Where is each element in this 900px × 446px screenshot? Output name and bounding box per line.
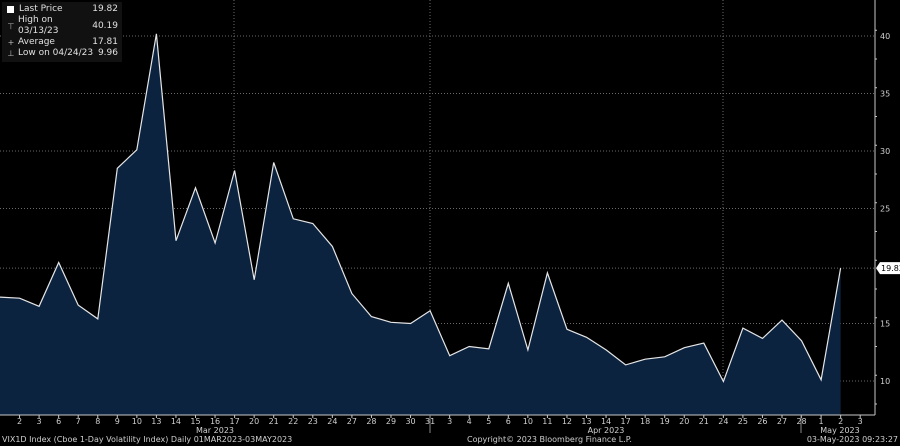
- legend-label: Last Price: [19, 4, 63, 14]
- y-tick-label: 35: [880, 90, 890, 99]
- x-tick-label: 4: [467, 417, 472, 426]
- legend-label: High on 03/13/23: [18, 15, 59, 36]
- x-tick-label: 14: [601, 417, 611, 426]
- x-tick-label: 24: [327, 417, 337, 426]
- x-tick-label: 13: [151, 417, 161, 426]
- last-price-tag: 19.82: [876, 262, 900, 275]
- x-tick-label: 10: [523, 417, 533, 426]
- x-tick-label: 21: [699, 417, 709, 426]
- x-tick-label: 12: [562, 417, 572, 426]
- x-tick-label: 13: [581, 417, 591, 426]
- area-fill: [0, 33, 841, 416]
- legend-value: 17.81: [92, 37, 118, 47]
- security-description: VIX1D Index (Cboe 1-Day Volatility Index…: [2, 435, 293, 444]
- x-tick-label: 18: [640, 417, 650, 426]
- month-label: Mar 2023: [196, 426, 234, 435]
- x-tick-label: 1: [819, 417, 824, 426]
- timestamp: 03-May-2023 09:23:27: [806, 435, 898, 444]
- x-tick-label: 8: [95, 417, 100, 426]
- x-tick-label: 28: [796, 417, 806, 426]
- x-tick-label: 6: [506, 417, 511, 426]
- price-line: [0, 33, 842, 383]
- x-tick-label: 27: [777, 417, 787, 426]
- legend-value: 19.82: [92, 4, 118, 14]
- x-tick-label: 7: [76, 417, 81, 426]
- copyright: Copyright© 2023 Bloomberg Finance L.P.: [467, 435, 632, 444]
- x-tick-label: 28: [366, 417, 376, 426]
- legend-label: Low on 04/24/23: [18, 48, 94, 58]
- x-tick-label: 20: [679, 417, 689, 426]
- legend-last-price[interactable]: Last Price 19.82: [6, 4, 118, 15]
- x-tick-label: 19: [660, 417, 670, 426]
- x-tick-label: 2: [17, 417, 22, 426]
- x-tick-label: 20: [249, 417, 259, 426]
- legend-value: 9.96: [97, 48, 118, 58]
- x-tick-label: 22: [288, 417, 298, 426]
- month-label: May 2023: [820, 426, 859, 435]
- x-tick-label: 15: [190, 417, 200, 426]
- y-axis: 10 15 25 30 35 40: [0, 0, 890, 416]
- x-tick-label: 23: [308, 417, 318, 426]
- month-label: Apr 2023: [588, 426, 625, 435]
- x-tick-label: 6: [56, 417, 61, 426]
- x-tick-label: 3: [858, 417, 863, 426]
- legend: Last Price 19.82 ⊤ High on 03/13/23 40.1…: [2, 2, 122, 62]
- high-marker-icon: ⊤: [7, 21, 15, 31]
- x-tick-label: 17: [230, 417, 240, 426]
- x-tick-label: 30: [405, 417, 415, 426]
- legend-value: 40.19: [92, 20, 118, 31]
- x-tick-label: 16: [210, 417, 220, 426]
- x-tick-label: 3: [447, 417, 452, 426]
- x-tick-label: 11: [542, 417, 552, 426]
- low-marker-icon: ⊥: [7, 49, 15, 58]
- x-tick-label: 25: [738, 417, 748, 426]
- x-tick-label: 9: [115, 417, 120, 426]
- x-tick-label: 10: [132, 417, 142, 426]
- legend-label: Average: [18, 37, 55, 47]
- y-tick-label: 30: [880, 147, 890, 156]
- x-axis: 2367891013141516172021222324272829303134…: [17, 415, 863, 435]
- square-swatch-icon: [7, 6, 14, 13]
- legend-average: + Average 17.81: [6, 37, 118, 48]
- legend-low: ⊥ Low on 04/24/23 9.96: [6, 48, 118, 59]
- x-tick-label: 2: [838, 417, 843, 426]
- y-tick-label: 40: [880, 32, 890, 41]
- y-tick-label: 25: [880, 205, 890, 214]
- x-tick-label: 29: [386, 417, 396, 426]
- y-tick-label: 15: [880, 320, 890, 329]
- x-tick-label: 21: [269, 417, 279, 426]
- x-tick-label: 17: [621, 417, 631, 426]
- svg-text:19.82: 19.82: [881, 264, 900, 273]
- x-tick-label: 5: [486, 417, 491, 426]
- legend-high: ⊤ High on 03/13/23 40.19: [6, 15, 118, 37]
- y-tick-label: 10: [880, 377, 890, 386]
- average-marker-icon: +: [7, 38, 15, 47]
- x-tick-label: 24: [718, 417, 728, 426]
- x-tick-label: 3: [37, 417, 42, 426]
- x-tick-label: 14: [171, 417, 181, 426]
- x-tick-label: 26: [757, 417, 767, 426]
- x-tick-label: 27: [347, 417, 357, 426]
